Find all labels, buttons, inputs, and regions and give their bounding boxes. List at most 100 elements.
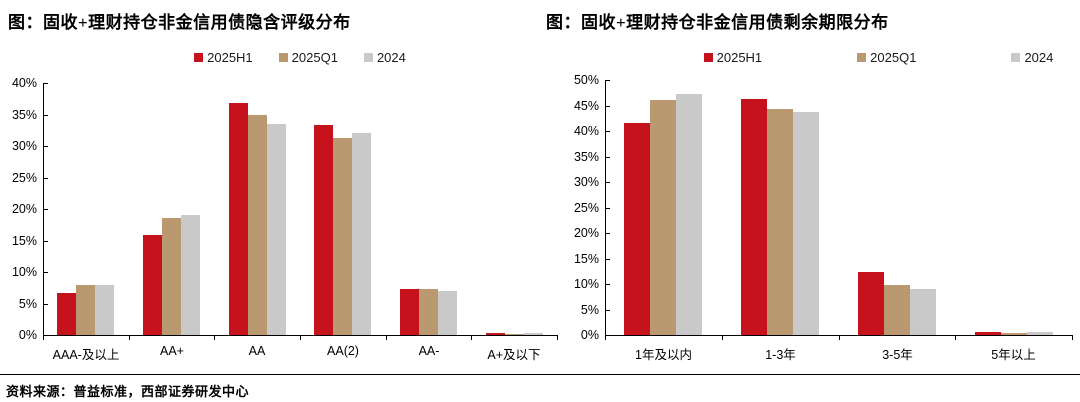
- y-tick: [606, 208, 610, 209]
- legend-item-2025Q1: 2025Q1: [278, 49, 338, 65]
- legend-swatch-2025Q1: [278, 52, 288, 62]
- x-axis-line: [43, 335, 558, 336]
- bar-2024: [910, 289, 936, 335]
- y-tick: [606, 80, 610, 81]
- y-tick: [44, 83, 48, 84]
- bar-2025H1: [229, 103, 248, 335]
- bar-2024: [793, 112, 819, 335]
- x-tick: [557, 336, 558, 340]
- bar-2024: [267, 124, 286, 335]
- bar-2025Q1: [505, 334, 524, 335]
- bar-2025H1: [143, 235, 162, 335]
- x-axis-label: 1-3年: [765, 348, 796, 362]
- y-axis-label: 10%: [573, 277, 599, 291]
- x-tick: [129, 336, 130, 340]
- y-axis-label: 25%: [11, 171, 37, 185]
- x-axis-line: [605, 335, 1073, 336]
- y-axis-line: [43, 83, 44, 336]
- legend-label: 2025H1: [716, 49, 763, 65]
- legend-label: 2025Q1: [291, 49, 338, 65]
- left-chart-legend: 2025H1 2025Q1 2024: [43, 49, 557, 65]
- x-tick: [471, 336, 472, 340]
- y-axis-label: 40%: [11, 76, 37, 90]
- x-axis-label: AAA-及以上: [52, 348, 120, 362]
- y-tick: [44, 146, 48, 147]
- bar-2024: [95, 285, 114, 335]
- y-axis-line: [605, 80, 606, 336]
- y-tick: [606, 310, 610, 311]
- legend-label: 2025H1: [207, 49, 253, 65]
- x-tick: [214, 336, 215, 340]
- y-axis-label: 20%: [11, 202, 37, 216]
- x-tick: [300, 336, 301, 340]
- x-tick: [722, 336, 723, 340]
- x-tick: [43, 336, 44, 340]
- y-axis-label: 5%: [580, 303, 599, 317]
- legend-label: 2024: [376, 49, 406, 65]
- bar-2025H1: [57, 293, 76, 335]
- left-chart-title: 图：固收+理财持仓非金信用债隐含评级分布: [8, 13, 351, 32]
- y-tick: [44, 241, 48, 242]
- y-axis-label: 35%: [11, 108, 37, 122]
- bar-2025Q1: [884, 285, 910, 335]
- bar-2025Q1: [333, 138, 352, 335]
- y-tick: [44, 115, 48, 116]
- y-axis-label: 20%: [573, 226, 599, 240]
- legend-item-2024: 2024: [1011, 50, 1053, 65]
- bar-2025Q1: [419, 289, 438, 335]
- bar-2025Q1: [248, 115, 267, 335]
- x-axis-label: A+及以下: [487, 348, 541, 362]
- bar-2025H1: [314, 125, 333, 335]
- x-tick: [605, 336, 606, 340]
- y-axis-label: 0%: [580, 328, 599, 342]
- bar-2025Q1: [650, 100, 676, 335]
- legend-item-2025Q1: 2025Q1: [857, 50, 916, 65]
- y-axis-label: 0%: [18, 328, 37, 342]
- bar-2025Q1: [767, 109, 793, 335]
- x-axis-label: AA-: [418, 344, 440, 358]
- y-tick: [44, 178, 48, 179]
- x-tick: [955, 336, 956, 340]
- y-tick: [606, 131, 610, 132]
- x-axis-label: 1年及以内: [635, 348, 692, 362]
- right-chart-legend: 2025H1 2025Q1 2024: [605, 49, 1080, 65]
- legend-swatch-2024: [363, 52, 373, 62]
- x-axis-label: 3-5年: [882, 348, 913, 362]
- legend-swatch-2025Q1: [857, 52, 867, 62]
- legend-item-2024: 2024: [363, 49, 406, 65]
- bar-2025H1: [624, 123, 650, 335]
- bar-2025H1: [741, 99, 767, 335]
- x-axis-label: AA(2): [327, 344, 359, 358]
- y-axis-label: 15%: [573, 252, 599, 266]
- legend-label: 2024: [1024, 49, 1054, 65]
- y-axis-label: 15%: [11, 234, 37, 248]
- y-axis-label: 50%: [573, 73, 599, 87]
- bar-2025H1: [400, 289, 419, 335]
- bar-2024: [1027, 332, 1053, 335]
- y-tick: [44, 209, 48, 210]
- y-tick: [606, 106, 610, 107]
- bar-2024: [676, 94, 702, 335]
- legend-label: 2025Q1: [870, 49, 917, 65]
- bar-2025Q1: [162, 218, 181, 335]
- y-tick: [44, 272, 48, 273]
- footer-divider: [0, 374, 1080, 375]
- x-tick: [386, 336, 387, 340]
- bar-2024: [352, 133, 371, 335]
- bar-2025H1: [858, 272, 884, 335]
- bar-2025H1: [486, 333, 505, 335]
- y-axis-label: 35%: [573, 150, 599, 164]
- y-tick: [606, 182, 610, 183]
- source-note: 资料来源：普益标准，西部证券研发中心: [6, 384, 250, 399]
- right-chart-title: 图：固收+理财持仓非金信用债剩余期限分布: [546, 13, 889, 32]
- y-axis-label: 30%: [11, 139, 37, 153]
- x-tick: [839, 336, 840, 340]
- y-axis-label: 10%: [11, 265, 37, 279]
- x-axis-label: 5年以上: [991, 348, 1036, 362]
- y-tick: [606, 157, 610, 158]
- legend-item-2025H1: 2025H1: [703, 49, 763, 65]
- bar-2025H1: [975, 332, 1001, 335]
